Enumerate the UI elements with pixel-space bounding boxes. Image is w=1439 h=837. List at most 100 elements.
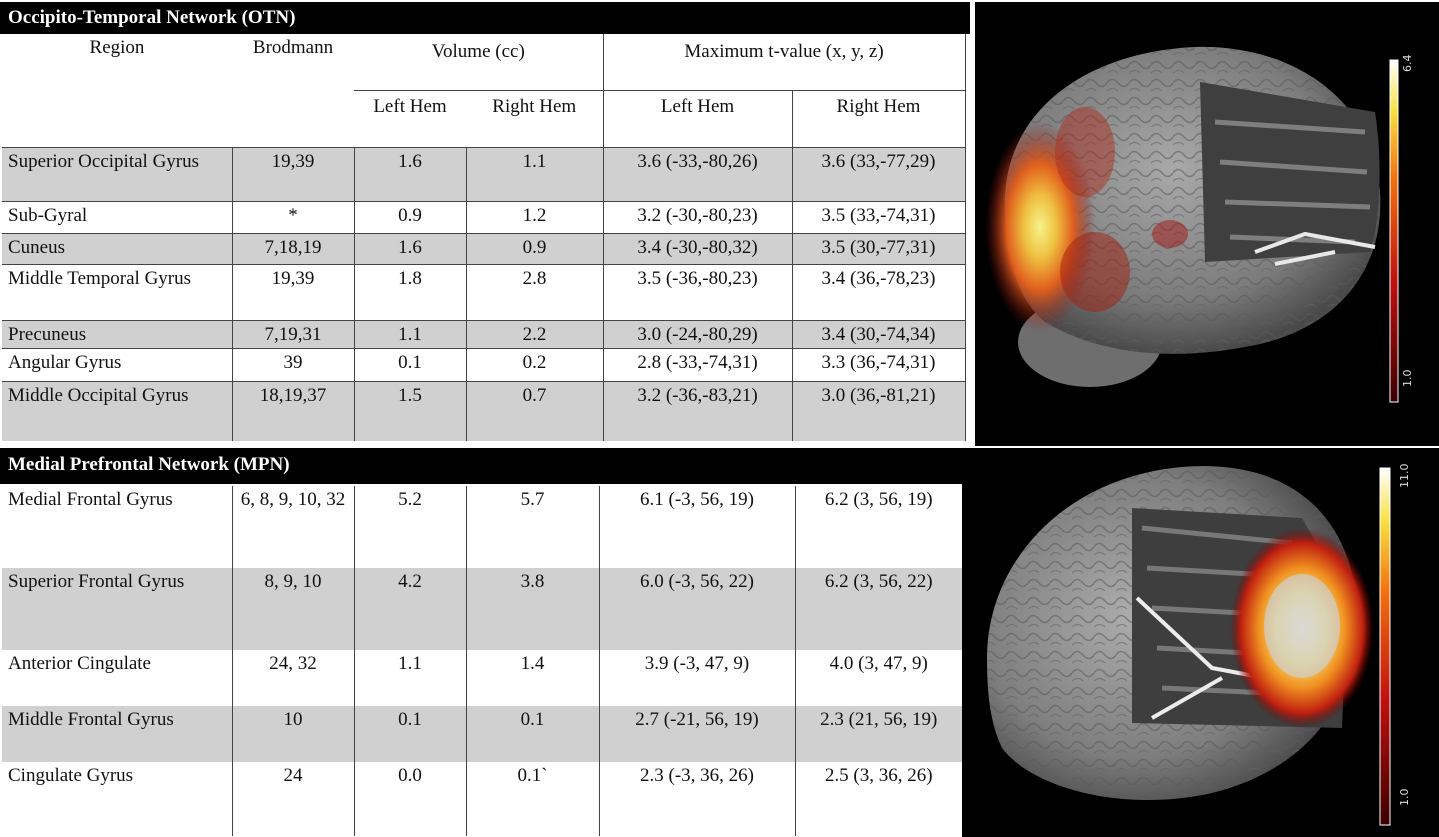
vol-right-cell: 0.1 [465,706,599,762]
t-right-cell: 3.5 (30,-77,31) [791,233,966,264]
t-left-cell: 3.2 (-36,-83,21) [602,381,793,441]
table-row: Middle Frontal Gyrus 10 0.1 0.1 2.7 (-21… [2,706,962,762]
table-row: Anterior Cingulate 24, 32 1.1 1.4 3.9 (-… [2,650,962,706]
mpn-brain-image: 11.0 1.0 [962,448,1439,837]
vol-right-cell: 1.1 [465,147,604,201]
t-left-cell: 2.8 (-33,-74,31) [602,348,793,381]
t-right-cell: 2.5 (3, 36, 26) [794,762,962,836]
region-cell: Angular Gyrus [2,348,232,381]
colorbar [1379,467,1391,826]
brodmann-cell: 7,18,19 [231,233,354,264]
colorbar-max-label: 11.0 [1398,464,1411,489]
vol-left-cell: 4.2 [353,568,466,650]
t-right-cell: 6.2 (3, 56, 19) [794,486,962,568]
colorbar [1389,59,1399,403]
t-right-cell: 3.3 (36,-74,31) [791,348,966,381]
header-volume: Volume (cc) [354,34,604,91]
header-t-left: Left Hem [602,90,793,148]
table-row: Superior Occipital Gyrus 19,39 1.6 1.1 3… [2,147,966,201]
header-max-t: Maximum t-value (x, y, z) [602,34,966,91]
region-cell: Medial Frontal Gyrus [2,486,232,568]
region-cell: Middle Temporal Gyrus [2,264,232,320]
vol-right-cell: 2.2 [465,320,604,348]
vol-right-cell: 0.9 [465,233,604,264]
table-row: Medial Frontal Gyrus 6, 8, 9, 10, 32 5.2… [2,486,962,568]
t-left-cell: 3.6 (-33,-80,26) [602,147,793,201]
table-row: Angular Gyrus 39 0.1 0.2 2.8 (-33,-74,31… [2,348,966,381]
vol-left-cell: 0.0 [353,762,466,836]
t-left-cell: 2.7 (-21, 56, 19) [598,706,795,762]
vol-left-cell: 1.1 [353,320,466,348]
table-row: Precuneus 7,19,31 1.1 2.2 3.0 (-24,-80,2… [2,320,966,348]
region-cell: Superior Frontal Gyrus [2,568,232,650]
t-right-cell: 6.2 (3, 56, 22) [794,568,962,650]
t-right-cell: 3.4 (36,-78,23) [791,264,966,320]
brodmann-cell: 18,19,37 [231,381,354,441]
region-cell: Cingulate Gyrus [2,762,232,836]
t-right-cell: 3.6 (33,-77,29) [791,147,966,201]
vol-left-cell: 1.8 [353,264,466,320]
header-brodmann: Brodmann [232,34,354,148]
brodmann-cell: 39 [231,348,354,381]
t-left-cell: 3.4 (-30,-80,32) [602,233,793,264]
t-right-cell: 3.0 (36,-81,21) [791,381,966,441]
header-t-right: Right Hem [791,90,966,148]
region-cell: Cuneus [2,233,232,264]
vol-right-cell: 0.1` [465,762,599,836]
mpn-table: Medial Frontal Gyrus 6, 8, 9, 10, 32 5.2… [2,486,962,836]
t-right-cell: 3.4 (30,-74,34) [791,320,966,348]
header-vol-left: Left Hem [354,90,466,148]
region-cell: Middle Occipital Gyrus [2,381,232,441]
brodmann-cell: 24 [231,762,354,836]
brodmann-cell: 6, 8, 9, 10, 32 [231,486,354,568]
vol-left-cell: 0.1 [353,706,466,762]
table-row: Sub-Gyral * 0.9 1.2 3.2 (-30,-80,23) 3.5… [2,201,966,233]
brodmann-cell: * [231,201,354,233]
vol-left-cell: 1.6 [353,233,466,264]
table-row: Cingulate Gyrus 24 0.0 0.1` 2.3 (-3, 36,… [2,762,962,836]
vol-left-cell: 1.1 [353,650,466,706]
brodmann-cell: 19,39 [231,264,354,320]
colorbar-max-label: 6.4 [1401,55,1414,73]
otn-table: Region Brodmann Volume (cc) Maximum t-va… [2,34,966,441]
vol-left-cell: 0.1 [353,348,466,381]
vol-left-cell: 0.9 [353,201,466,233]
region-cell: Sub-Gyral [2,201,232,233]
cutaway-shape [1200,82,1380,262]
vol-left-cell: 1.5 [353,381,466,441]
mpn-section-title: Medial Prefrontal Network (MPN) [0,448,962,484]
brodmann-cell: 7,19,31 [231,320,354,348]
brodmann-cell: 19,39 [231,147,354,201]
brodmann-cell: 10 [231,706,354,762]
vol-right-cell: 1.4 [465,650,599,706]
t-left-cell: 6.0 (-3, 56, 22) [598,568,795,650]
region-cell: Superior Occipital Gyrus [2,147,232,201]
header-vol-right: Right Hem [466,90,604,148]
t-left-cell: 3.2 (-30,-80,23) [602,201,793,233]
vol-right-cell: 1.2 [465,201,604,233]
table-row: Middle Temporal Gyrus 19,39 1.8 2.8 3.5 … [2,264,966,320]
vol-right-cell: 0.2 [465,348,604,381]
vol-left-cell: 5.2 [353,486,466,568]
otn-brain-render: 6.4 1.0 [985,46,1414,403]
t-left-cell: 3.0 (-24,-80,29) [602,320,793,348]
table-row: Cuneus 7,18,19 1.6 0.9 3.4 (-30,-80,32) … [2,233,966,264]
table-row: Superior Frontal Gyrus 8, 9, 10 4.2 3.8 … [2,568,962,650]
t-right-cell: 2.3 (21, 56, 19) [794,706,962,762]
t-left-cell: 6.1 (-3, 56, 19) [598,486,795,568]
brodmann-cell: 8, 9, 10 [231,568,354,650]
region-cell: Middle Frontal Gyrus [2,706,232,762]
brodmann-cell: 24, 32 [231,650,354,706]
vol-right-cell: 3.8 [465,568,599,650]
t-left-cell: 2.3 (-3, 36, 26) [598,762,795,836]
otn-section-title: Occipito-Temporal Network (OTN) [0,2,970,34]
t-right-cell: 4.0 (3, 47, 9) [794,650,962,706]
header-region: Region [2,34,232,148]
t-left-cell: 3.5 (-36,-80,23) [602,264,793,320]
mpn-brain-render: 11.0 1.0 [987,464,1411,826]
otn-brain-image: 6.4 1.0 [975,2,1439,446]
table-row: Middle Occipital Gyrus 18,19,37 1.5 0.7 … [2,381,966,441]
t-right-cell: 3.5 (33,-74,31) [791,201,966,233]
region-cell: Precuneus [2,320,232,348]
colorbar-min-label: 1.0 [1401,370,1414,388]
